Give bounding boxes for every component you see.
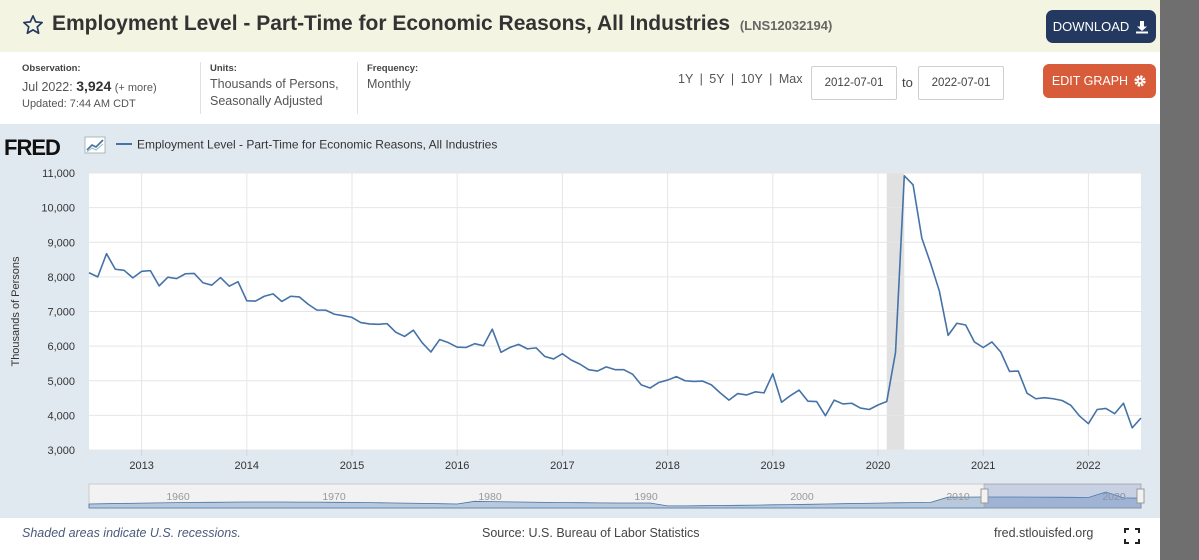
fred-logo: FRED bbox=[4, 135, 61, 160]
observation-value: 3,924 bbox=[76, 78, 112, 94]
y-tick-label: 4,000 bbox=[47, 410, 75, 422]
x-tick-label: 2018 bbox=[655, 460, 679, 472]
navigator-tick-label: 1980 bbox=[478, 491, 502, 503]
navigator-series bbox=[88, 491, 1142, 509]
date-to-label: to bbox=[902, 75, 913, 90]
range-separator: | bbox=[769, 72, 773, 86]
navigator-handle[interactable] bbox=[1136, 488, 1145, 504]
y-tick-label: 5,000 bbox=[47, 376, 75, 388]
x-tick-label: 2020 bbox=[866, 460, 890, 472]
line-chart: 3,000 4,000 5,000 6,000 7,000 8,000 9,000 10,00… bbox=[10, 138, 1145, 509]
download-button[interactable]: DOWNLOAD bbox=[1046, 10, 1156, 43]
navigator-tick-label: 1960 bbox=[166, 491, 190, 503]
chart-trend-icon bbox=[84, 136, 106, 154]
edit-graph-label: EDIT GRAPH bbox=[1051, 74, 1129, 88]
x-tick-label: 2015 bbox=[340, 460, 364, 472]
frequency-value: Monthly bbox=[367, 77, 411, 91]
observation-line: Jul 2022: 3,924 (+ more) bbox=[22, 78, 157, 97]
frequency-label: Frequency: bbox=[367, 63, 419, 74]
download-label: DOWNLOAD bbox=[1052, 19, 1130, 34]
range-separator: | bbox=[730, 72, 735, 86]
navigator-tick-label: 2020 bbox=[1102, 491, 1126, 503]
series-id: (LNS12032194) bbox=[739, 18, 833, 33]
series-line bbox=[88, 174, 1142, 429]
gear-icon bbox=[1134, 75, 1146, 87]
units-line1: Thousands of Persons, bbox=[210, 77, 339, 91]
observation-label: Observation: bbox=[22, 63, 81, 74]
navigator-tick-label: 1990 bbox=[634, 491, 658, 503]
divider bbox=[357, 62, 358, 114]
x-tick-label: 2022 bbox=[1076, 460, 1100, 472]
range-separator: | bbox=[699, 72, 703, 86]
range-max[interactable]: Max bbox=[778, 72, 803, 86]
star-icon[interactable] bbox=[22, 14, 44, 36]
navigator-tick-label: 2000 bbox=[790, 491, 814, 503]
range-1y[interactable]: 1Y bbox=[678, 72, 694, 86]
recession-note: Shaded areas indicate U.S. recessions. bbox=[22, 526, 241, 540]
range-selector: 1Y | 5Y | 10Y | Max bbox=[678, 72, 802, 86]
y-tick-label: 9,000 bbox=[47, 237, 75, 249]
observation-date: Jul 2022: bbox=[22, 80, 73, 94]
title-bar: Employment Level - Part-Time for Economi… bbox=[0, 0, 1160, 52]
navigator-tick-label: 1970 bbox=[322, 491, 346, 503]
range-5y[interactable]: 5Y bbox=[709, 72, 725, 86]
observation-more-link[interactable]: (+ more) bbox=[114, 82, 157, 94]
navigator-selection bbox=[983, 483, 1142, 509]
fullscreen-icon[interactable] bbox=[1124, 528, 1140, 544]
graph-panel: Employment Level - Part-Time for Economi… bbox=[0, 0, 1160, 560]
source-text: Source: U.S. Bureau of Labor Statistics bbox=[482, 526, 700, 540]
y-tick-label: 10,000 bbox=[41, 203, 75, 215]
download-icon bbox=[1136, 20, 1149, 33]
navigator-handle[interactable] bbox=[980, 488, 989, 504]
footer bbox=[0, 518, 1160, 560]
page-title: Employment Level - Part-Time for Economi… bbox=[52, 12, 832, 36]
site-link[interactable]: fred.stlouisfed.org bbox=[994, 526, 1094, 540]
y-tick-label: 11,000 bbox=[42, 168, 75, 180]
legend-label: Employment Level - Part-Time for Economi… bbox=[137, 138, 497, 152]
y-tick-label: 8,000 bbox=[47, 272, 75, 284]
x-tick-label: 2017 bbox=[550, 460, 574, 472]
edit-graph-button[interactable]: EDIT GRAPH bbox=[1043, 64, 1156, 98]
x-tick-label: 2014 bbox=[235, 460, 259, 472]
units-line2: Seasonally Adjusted bbox=[210, 94, 323, 108]
y-axis-title: Thousands of Persons bbox=[10, 256, 22, 367]
updated-time: Updated: 7:44 AM CDT bbox=[22, 98, 136, 110]
start-date-input[interactable] bbox=[811, 66, 897, 100]
range-10y[interactable]: 10Y bbox=[740, 72, 763, 86]
x-tick-label: 2016 bbox=[445, 460, 469, 472]
title-text: Employment Level - Part-Time for Economi… bbox=[52, 12, 730, 35]
divider bbox=[200, 62, 201, 114]
y-tick-label: 7,000 bbox=[47, 307, 75, 319]
y-tick-label: 6,000 bbox=[47, 341, 75, 353]
x-tick-label: 2013 bbox=[129, 460, 153, 472]
end-date-input[interactable] bbox=[918, 66, 1004, 100]
y-tick-label: 3,000 bbox=[47, 445, 75, 457]
navigator-tick-label: 2010 bbox=[946, 491, 970, 503]
x-tick-label: 2021 bbox=[971, 460, 995, 472]
x-tick-label: 2019 bbox=[761, 460, 785, 472]
units-label: Units: bbox=[210, 63, 237, 74]
